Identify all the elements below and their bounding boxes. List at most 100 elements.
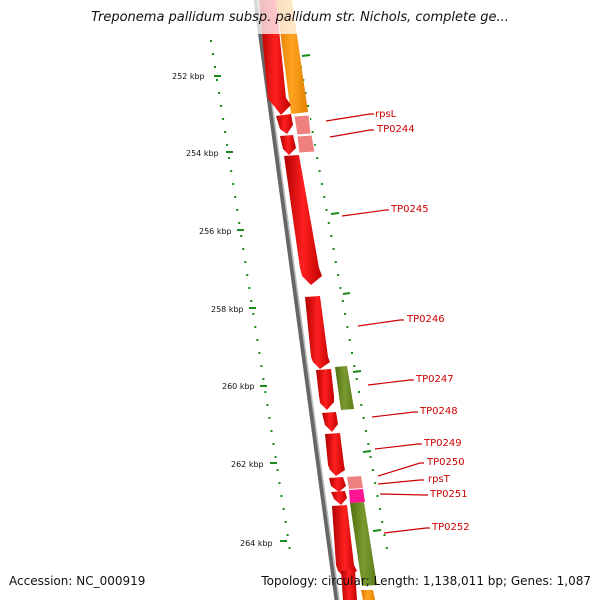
callout-line-tp0250 [377,462,424,477]
gc-dot [355,378,358,380]
gene-labels: rpsL TP0244 TP0245 TP0246 TP0247 TP0248 … [375,109,470,533]
gc-dot [334,261,337,263]
gc-dot [337,274,340,276]
gc-dot [376,495,379,497]
cds-track [259,0,357,600]
gc-dot [236,209,239,211]
gene-label-tp0244[interactable]: TP0244 [376,124,415,135]
scale-label-264: 264 kbp [240,539,273,548]
right-tick [372,529,382,532]
callout-line-tp0248 [371,411,418,418]
gc-dot [385,547,388,549]
gene-label-tp0247[interactable]: TP0247 [415,374,454,385]
gc-dot [220,105,223,107]
gc-dot [313,144,316,146]
gene-arrow-tp0247[interactable] [316,369,334,410]
gc-dot [224,131,227,133]
gene-label-tp0251[interactable]: TP0251 [429,489,468,500]
green-feature-tp0247[interactable] [335,366,354,410]
right-ticks [301,54,382,532]
gene-label-tp0245[interactable]: TP0245 [390,204,429,215]
gc-dot [222,118,225,120]
gene-label-tp0252[interactable]: TP0252 [431,522,470,533]
gc-dot [266,404,269,406]
gc-dot [353,365,356,367]
gc-dot [230,170,233,172]
callout-line-rpsl [325,113,374,122]
gene-label-tp0250[interactable]: TP0250 [426,457,465,468]
gc-dot [330,235,333,237]
scale-label-258: 258 kbp [211,305,244,314]
scale-label-256: 256 kbp [199,227,232,236]
gc-dot [218,92,221,94]
gc-dot [309,118,312,120]
gc-dot [256,339,259,341]
gene-label-rpst[interactable]: rpsT [428,474,451,485]
gc-dot [216,79,218,81]
gc-dot [254,326,257,328]
gene-arrow-rpst[interactable] [331,491,347,505]
gc-dot [226,144,229,146]
gene-label-rpsl[interactable]: rpsL [375,109,397,120]
gene-arrow-tp0244[interactable] [280,135,296,155]
gc-dot [316,157,319,159]
gene-label-tp0246[interactable]: TP0246 [406,314,445,325]
gc-dot [307,105,309,107]
gene-arrow-tp0251[interactable] [332,505,357,578]
right-tick [352,370,362,373]
gc-dot [332,248,335,250]
gc-dot [274,456,277,458]
gene-arrow-tp0248[interactable] [322,412,338,432]
gc-dot [304,92,307,94]
gene-arrow-tp0245[interactable] [284,155,322,285]
scale-label-260: 260 kbp [222,382,255,391]
gene-arrow-tp0246[interactable] [305,296,330,369]
gc-dot [346,326,349,328]
scale-label-262: 262 kbp [231,460,264,469]
callout-line-tp0245 [341,209,389,217]
gc-dot [374,482,377,484]
callout-line-rpst [377,479,424,485]
gc-dot [212,53,214,55]
gc-dot [318,170,321,172]
callout-lines [325,113,430,534]
gc-dot [348,339,351,341]
gc-dot [369,456,372,458]
right-tick [301,54,311,57]
gc-dot [323,196,326,198]
gc-dot [286,534,289,536]
scale-label-252: 252 kbp [172,72,205,81]
gene-arrow-tp0252[interactable] [341,570,357,600]
right-tick [342,292,351,295]
gc-dot [358,391,360,393]
gene-arrow-tp0250[interactable] [329,477,346,492]
gc-dot [248,287,251,289]
gc-dot [240,235,243,237]
right-tick [362,450,372,453]
gc-dot [242,248,245,250]
gene-label-tp0249[interactable]: TP0249 [423,438,462,449]
gc-dot [325,209,328,211]
pink-feature-tp0251[interactable] [349,489,365,503]
gene-label-tp0248[interactable]: TP0248 [419,406,458,417]
salmon-feature-rpst[interactable] [347,476,363,489]
gc-dot [250,300,253,302]
gc-dot [288,547,291,549]
gc-dot [360,404,363,406]
scale-label-254: 254 kbp [186,149,219,158]
gene-arrow-rpsl[interactable] [276,114,293,134]
right-tick [330,212,340,215]
gc-dot [262,378,265,380]
orange-feature-bottom[interactable] [361,590,375,600]
gc-dot [341,300,344,302]
gc-dot [284,521,287,523]
salmon-feature-rpsl[interactable] [293,114,312,136]
callout-line-tp0249 [374,443,422,450]
salmon-feature-tp0244[interactable] [296,134,316,154]
green-feature-tp0252[interactable] [350,502,377,586]
gene-arrow-tp0249[interactable] [325,433,345,476]
gc-dot [232,183,235,185]
scale-labels: 252 kbp 254 kbp 256 kbp 258 kbp 260 kbp … [172,72,273,548]
